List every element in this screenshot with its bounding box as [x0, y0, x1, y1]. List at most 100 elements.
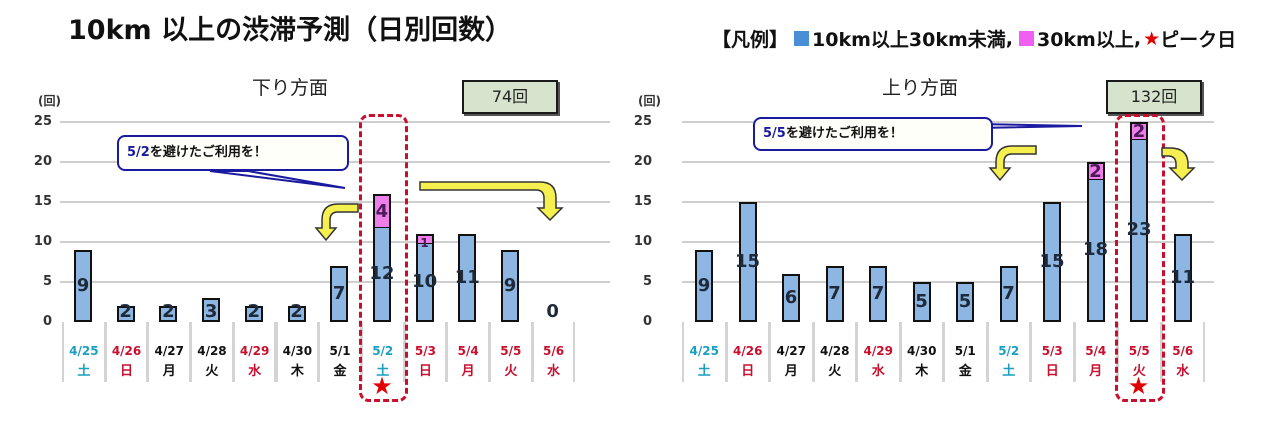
bar-value-label: 2	[290, 301, 303, 322]
x-weekday-label: 水	[871, 364, 885, 379]
bar-value-label: 6	[784, 287, 798, 308]
gridline	[60, 121, 610, 123]
x-weekday-label: 金	[333, 364, 347, 379]
legend-swatch-pink	[1018, 31, 1034, 46]
plot-area: 25 20 15 10 5 0 9 15 6 7 7 5 5 7 15 18 2 23 2 11	[634, 114, 1214, 329]
x-weekday-label: 水	[248, 364, 262, 379]
x-axis-cell: 4/26 日	[725, 322, 770, 382]
gridline	[682, 281, 1214, 283]
x-date-label: 5/6	[542, 344, 565, 358]
x-weekday-label: 火	[1132, 364, 1146, 379]
x-axis-cell: 4/29 水	[856, 322, 901, 382]
bar-5-4: 11	[455, 234, 480, 322]
bar-value-label: 7	[1002, 283, 1015, 304]
x-axis-cell: 4/25 土	[682, 322, 727, 382]
x-weekday-label: 日	[1045, 364, 1059, 379]
x-weekday-label: 火	[205, 364, 219, 379]
x-date-label: 4/26	[733, 344, 763, 358]
x-axis-cell: 5/3 日	[403, 322, 448, 382]
bar-value-label: 12	[369, 263, 395, 284]
x-date-label: 5/5	[500, 344, 522, 358]
segment-30km-plus	[415, 234, 434, 244]
x-date-label: 4/27	[154, 344, 184, 358]
segment-10-30km	[458, 234, 477, 322]
chart-outbound: 下り方面 74回 (回) 25 20 15 10 5 0 9 2 2 3 2 2 7 12 4 10 1 11 9 0 4/…	[0, 60, 610, 432]
legend-sep: ,	[1133, 27, 1142, 50]
x-date-label: 5/3	[1041, 344, 1063, 358]
segment-10-30km	[999, 266, 1018, 322]
segment-30km-plus	[1130, 122, 1148, 140]
bar-5-4: 18 2	[1083, 161, 1108, 322]
x-weekday-label: 木	[290, 364, 304, 379]
bar-value-label: 23	[1126, 219, 1152, 240]
y-axis-unit: (回)	[38, 94, 61, 108]
bar-value-label: 9	[697, 275, 711, 296]
segment-10-30km	[74, 250, 92, 322]
gridline	[682, 201, 1214, 203]
segment-10-30km	[287, 306, 306, 322]
x-axis-cell: 5/2 土	[360, 322, 405, 382]
y-tick-label: 25	[33, 114, 52, 129]
total-count-box: 132回	[1106, 80, 1202, 114]
x-axis-cell: 4/26 日	[104, 322, 149, 382]
bar-pink-label: 1	[420, 236, 429, 250]
x-date-label: 4/29	[863, 344, 893, 358]
x-axis-cell: 4/28 火	[190, 322, 234, 382]
x-date-label: 5/4	[457, 344, 479, 358]
bar-5-5: 23 2	[1126, 121, 1152, 322]
chart-title: 下り方面	[252, 77, 329, 99]
legend-item-10-30km: 10km以上30km未満	[812, 29, 1006, 51]
segment-10-30km	[1043, 202, 1061, 322]
bar-pink-label: 2	[1089, 161, 1102, 182]
x-axis-cell: 4/27 月	[147, 322, 192, 382]
bar-5-3: 15	[1039, 202, 1065, 322]
bar-value-label: 3	[204, 301, 218, 322]
callout-text: を避けたご利用を！	[785, 126, 903, 141]
x-axis-cell: 5/6 水	[531, 322, 576, 382]
x-date-label: 5/2	[372, 344, 394, 358]
bar-value-label: 15	[1039, 251, 1065, 272]
x-axis-cell: 5/1 金	[318, 322, 362, 382]
star-icon: ★	[1143, 27, 1161, 50]
bar-value-label: 5	[915, 291, 928, 312]
x-date-label: 5/1	[954, 344, 976, 358]
segment-30km-plus	[372, 194, 391, 228]
x-weekday-label: 土	[1002, 364, 1016, 379]
x-axis-cell: 5/4 月	[1073, 322, 1118, 382]
y-tick-label: 15	[633, 194, 652, 209]
page-title: 10km 以上の渋滞予測（日別回数）	[68, 15, 513, 46]
x-axis-cell: 5/2 土	[986, 322, 1031, 382]
gridline	[60, 201, 610, 203]
y-axis-unit: (回)	[638, 94, 661, 108]
legend-label: 【凡例】	[712, 29, 789, 51]
segment-10-30km	[782, 274, 800, 322]
bar-4-25: 9	[695, 250, 713, 322]
legend-sep: ,	[1005, 27, 1013, 50]
x-axis-cell: 5/4 月	[446, 322, 490, 382]
x-date-label: 4/27	[776, 344, 806, 358]
x-weekday-label: 日	[120, 364, 134, 379]
gridline	[682, 241, 1214, 243]
y-tick-label: 10	[33, 234, 52, 249]
bar-value-label: 2	[162, 301, 175, 322]
y-tick-label: 20	[633, 154, 652, 169]
x-date-label: 5/2	[998, 344, 1020, 358]
callout-text: を避けたご利用を！	[149, 145, 267, 160]
x-date-label: 5/5	[1128, 344, 1150, 358]
legend-swatch-blue	[794, 31, 810, 46]
callout-date: 5/5	[763, 126, 786, 141]
bar-4-30: 2	[287, 301, 306, 322]
bar-value-label: 0	[546, 301, 559, 322]
bar-5-6: 11	[1170, 234, 1195, 322]
bar-value-label: 9	[503, 275, 517, 296]
bar-value-label: 5	[958, 291, 972, 312]
bar-value-label: 7	[871, 283, 885, 304]
legend-item-peak: ピーク日	[1160, 29, 1237, 51]
x-date-label: 5/6	[1172, 344, 1194, 358]
x-weekday-label: 日	[741, 364, 755, 379]
segment-10-30km	[738, 202, 757, 322]
bar-5-2: 7	[999, 266, 1018, 322]
bar-4-29: 7	[869, 266, 887, 322]
x-weekday-label: 金	[958, 364, 972, 379]
segment-10-30km	[244, 306, 263, 322]
